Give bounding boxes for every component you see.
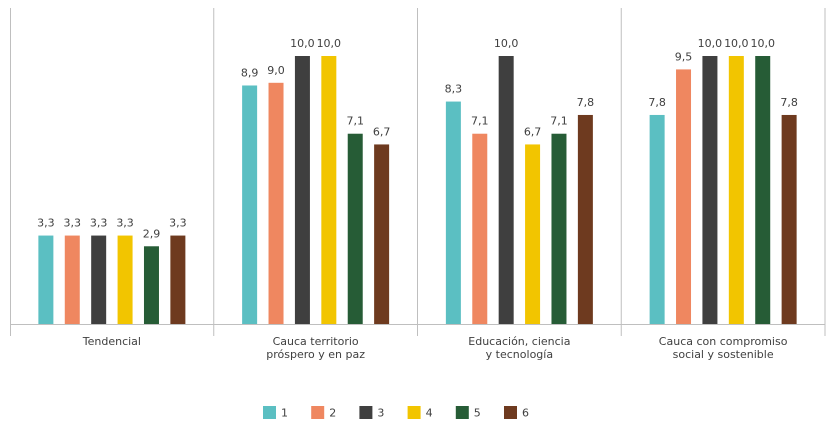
data-label: 3,3 bbox=[90, 217, 108, 230]
data-label: 10,0 bbox=[724, 37, 749, 50]
category-label: Cauca territorio bbox=[273, 335, 359, 348]
category-label: próspero y en paz bbox=[266, 348, 365, 361]
legend-label: 2 bbox=[329, 407, 336, 420]
bar bbox=[755, 56, 771, 324]
legend-swatch bbox=[359, 406, 373, 419]
legend-swatch bbox=[263, 406, 276, 419]
bar bbox=[781, 114, 797, 325]
data-label: 7,8 bbox=[577, 96, 595, 109]
bar bbox=[374, 144, 390, 324]
legend-swatch bbox=[311, 406, 325, 419]
data-label: 10,0 bbox=[698, 37, 723, 50]
data-label: 3,3 bbox=[37, 217, 55, 230]
bar bbox=[242, 85, 258, 324]
data-label: 3,3 bbox=[169, 217, 187, 230]
bar bbox=[321, 56, 337, 324]
data-label: 2,9 bbox=[143, 227, 161, 240]
data-label: 8,3 bbox=[445, 83, 463, 96]
legend-label: 1 bbox=[281, 407, 288, 420]
bar bbox=[294, 56, 310, 324]
bar bbox=[445, 101, 461, 324]
data-label: 7,8 bbox=[780, 96, 798, 109]
category-label: Cauca con compromiso bbox=[659, 335, 788, 348]
bar bbox=[551, 133, 567, 324]
data-label: 10,0 bbox=[494, 37, 519, 50]
data-label: 10,0 bbox=[750, 37, 775, 50]
data-label: 9,0 bbox=[267, 64, 285, 77]
legend-swatch bbox=[455, 406, 469, 419]
bar bbox=[498, 56, 514, 324]
bar bbox=[702, 56, 718, 324]
data-label: 10,0 bbox=[290, 37, 315, 50]
data-label: 8,9 bbox=[241, 66, 259, 79]
legend-label: 3 bbox=[377, 407, 384, 420]
bar bbox=[117, 235, 133, 324]
data-label: 7,1 bbox=[346, 115, 364, 128]
bar bbox=[170, 235, 186, 324]
data-label: 3,3 bbox=[64, 217, 82, 230]
legend-swatch bbox=[504, 406, 517, 419]
legend-swatch bbox=[407, 406, 421, 419]
legend-label: 4 bbox=[426, 407, 433, 420]
bar bbox=[64, 235, 80, 324]
bar bbox=[728, 56, 744, 324]
group-dividers bbox=[10, 8, 826, 336]
legend-label: 5 bbox=[474, 407, 481, 420]
bar bbox=[577, 114, 593, 325]
data-label: 10,0 bbox=[317, 37, 342, 50]
bar bbox=[472, 133, 488, 324]
bar bbox=[143, 246, 159, 324]
category-label: Educación, ciencia bbox=[468, 335, 570, 348]
value-labels-layer: 3,3 3,3 3,3 3,32,93,38,9 9,010,0 10,07,16,78,… bbox=[37, 37, 798, 240]
data-label: 6,7 bbox=[524, 125, 542, 138]
legend: 1 2 3 4 5 6 bbox=[263, 406, 529, 420]
bar bbox=[649, 114, 665, 325]
data-label: 9,5 bbox=[675, 50, 693, 63]
category-label: Tendencial bbox=[82, 335, 141, 348]
bars-layer bbox=[38, 56, 797, 325]
data-label: 7,1 bbox=[471, 115, 489, 128]
bar bbox=[268, 82, 284, 324]
category-label: social y sostenible bbox=[673, 348, 774, 361]
data-label: 7,8 bbox=[648, 96, 666, 109]
category-label: y tecnología bbox=[486, 348, 553, 361]
data-label: 3,3 bbox=[116, 217, 134, 230]
data-label: 6,7 bbox=[373, 125, 391, 138]
bar bbox=[38, 235, 54, 324]
bar bbox=[347, 133, 363, 324]
legend-label: 6 bbox=[522, 407, 529, 420]
data-label: 7,1 bbox=[550, 115, 568, 128]
bar bbox=[676, 69, 692, 325]
bar bbox=[91, 235, 107, 324]
bar bbox=[525, 144, 541, 324]
